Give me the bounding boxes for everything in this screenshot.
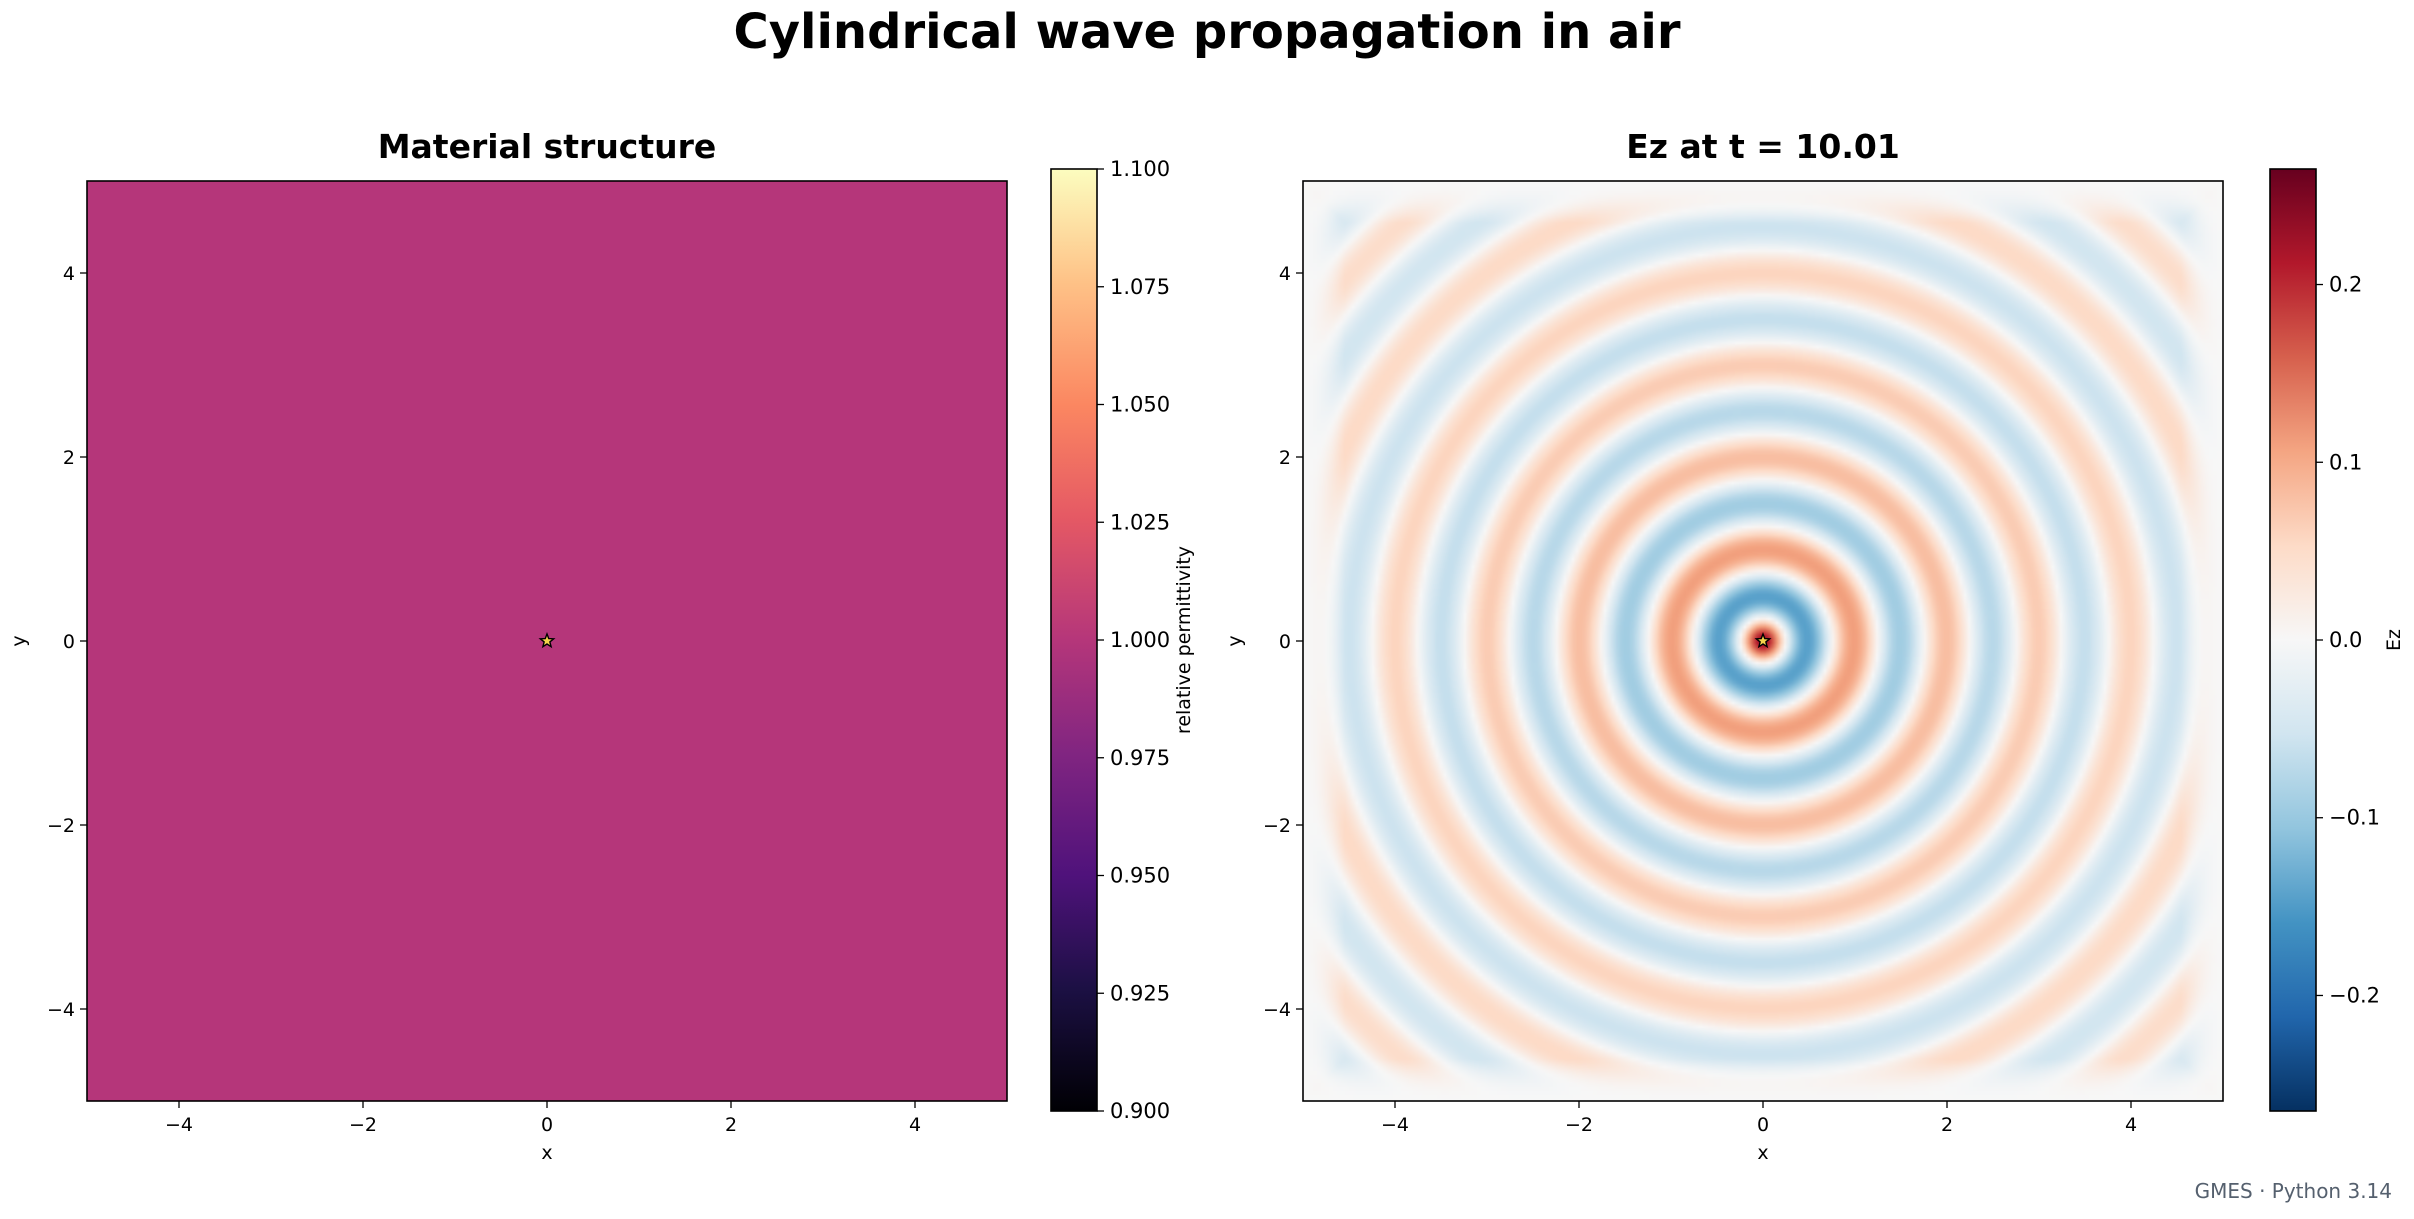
x-tick-label: 4: [2125, 1114, 2137, 1136]
colorbar: [2269, 168, 2317, 1112]
colorbar-tick-label: −0.1: [2329, 806, 2380, 830]
source-star-marker: [538, 632, 556, 649]
y-tick-label: 0: [1279, 631, 1291, 653]
y-tick-label: 4: [1279, 263, 1291, 285]
x-tick-label: −2: [1565, 1114, 1593, 1136]
y-tick-label: 4: [63, 263, 75, 285]
colorbar-tick-label: 1.050: [1110, 393, 1170, 417]
y-tick-label: −2: [47, 815, 75, 837]
colorbar-tick-label: 0.2: [2329, 273, 2362, 297]
panel-title: Ez at t = 10.01: [1626, 127, 1900, 166]
x-tick-label: 2: [1941, 1114, 1953, 1136]
x-axis-label: x: [1757, 1142, 1768, 1164]
colorbar-tick-label: −0.2: [2329, 983, 2380, 1007]
y-tick-label: 0: [63, 631, 75, 653]
colorbar-tick-label: 1.025: [1110, 510, 1170, 534]
colorbar-tick-label: 0.900: [1110, 1099, 1170, 1123]
ez-field-panel: Ez at t = 10.01 −4 −2 0 2 4 −4 −2 0 2 4 x y −0.2 −0.1 0…: [1224, 127, 2405, 1164]
y-tick-label: −4: [47, 999, 75, 1021]
y-tick-label: 2: [63, 447, 75, 469]
colorbar-label: relative permittivity: [1173, 546, 1195, 734]
y-tick-label: −2: [1263, 815, 1291, 837]
source-star-marker: [1754, 632, 1772, 649]
x-tick-label: 0: [1757, 1114, 1769, 1136]
colorbar-tick-label: 0.1: [2329, 450, 2362, 474]
x-tick-label: 0: [541, 1114, 553, 1136]
figure-title: Cylindrical wave propagation in air: [734, 4, 1681, 60]
y-tick-label: 2: [1279, 447, 1291, 469]
colorbar-tick-label: 0.950: [1110, 864, 1170, 888]
x-tick-label: −4: [1381, 1114, 1409, 1136]
x-tick-label: −4: [165, 1114, 193, 1136]
x-axis-label: x: [541, 1142, 552, 1164]
material-structure-panel: Material structure −4 −2 0 2 4 −4 −2 0 2 4 x y 0.900 0…: [8, 127, 1195, 1164]
colorbar-tick-label: 0.0: [2329, 628, 2362, 652]
y-axis-label: y: [1224, 635, 1246, 646]
colorbar-label: Ez: [2383, 629, 2405, 651]
y-tick-label: −4: [1263, 999, 1291, 1021]
colorbar-tick-label: 1.000: [1110, 628, 1170, 652]
colorbar-tick-label: 0.975: [1110, 746, 1170, 770]
colorbar-tick-label: 1.100: [1110, 157, 1170, 181]
panel-title: Material structure: [378, 127, 717, 166]
colorbar: [1050, 168, 1098, 1112]
x-tick-label: 2: [725, 1114, 737, 1136]
x-tick-label: −2: [349, 1114, 377, 1136]
colorbar-tick-label: 0.925: [1110, 981, 1170, 1005]
x-tick-label: 4: [909, 1114, 921, 1136]
y-axis-label: y: [8, 635, 30, 646]
footer-credit: GMES · Python 3.14: [2194, 1179, 2392, 1203]
colorbar-tick-label: 1.075: [1110, 275, 1170, 299]
